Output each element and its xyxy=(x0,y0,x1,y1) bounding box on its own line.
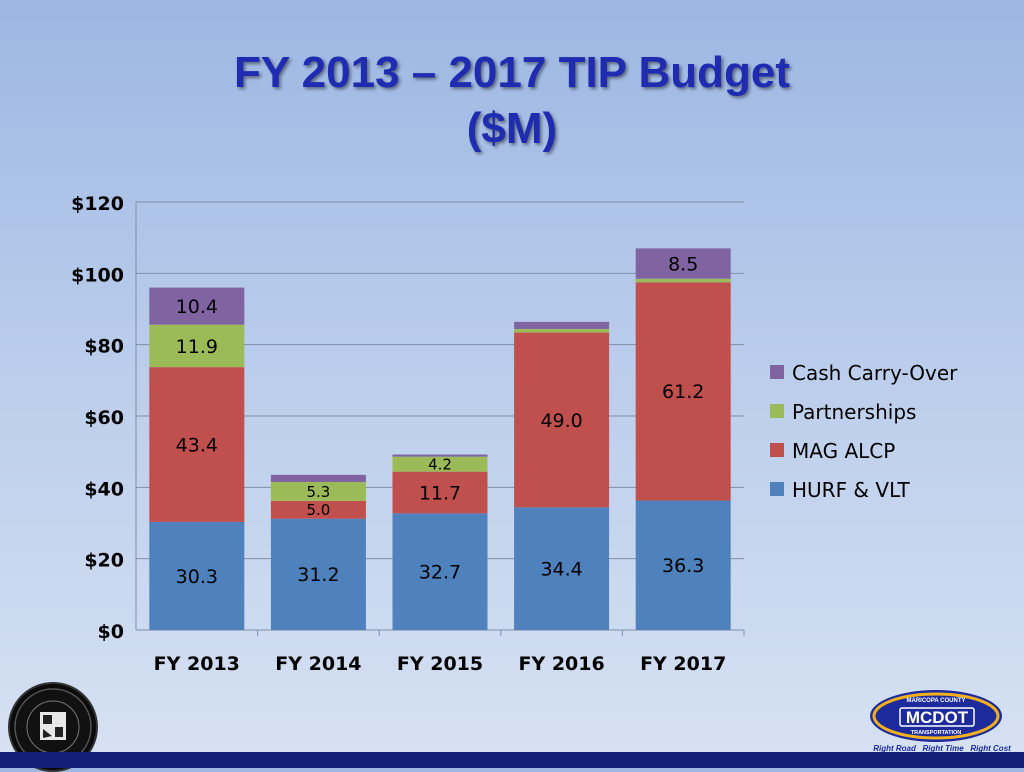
legend-label: Partnerships xyxy=(792,400,916,424)
slide-title-line2: ($M) xyxy=(466,104,558,153)
logo-main-text: MCDOT xyxy=(906,708,969,727)
bar-segment xyxy=(514,507,610,630)
logo-sub-text: TRANSPORTATION xyxy=(911,730,962,736)
bar-segment xyxy=(149,521,245,630)
data-label: 31.2 xyxy=(297,564,339,586)
bar-segment xyxy=(635,278,731,283)
y-tick-label: $80 xyxy=(84,336,124,358)
slide-title-line1: FY 2013 – 2017 TIP Budget xyxy=(234,48,790,97)
data-label: 5.0 xyxy=(306,501,330,519)
mcdot-logo: MARICOPA COUNTY MCDOT TRANSPORTATION Rig… xyxy=(866,688,1016,754)
bar-segment xyxy=(392,471,488,514)
data-label: 5.3 xyxy=(306,483,330,501)
bar-segment xyxy=(392,454,488,457)
y-tick-label: $0 xyxy=(98,621,124,643)
data-label: 34.4 xyxy=(540,558,582,580)
data-label: 10.4 xyxy=(176,296,218,318)
bar-segment xyxy=(514,332,610,508)
data-label: 4.2 xyxy=(428,456,452,474)
legend-swatch xyxy=(770,482,784,496)
data-label: 49.0 xyxy=(540,410,582,432)
x-tick-label: FY 2013 xyxy=(154,653,240,675)
bar-segment xyxy=(149,287,245,325)
y-tick-label: $20 xyxy=(84,550,124,572)
data-label: 30.3 xyxy=(176,566,218,588)
bar-segment xyxy=(514,328,610,333)
x-tick-label: FY 2014 xyxy=(275,653,361,675)
bar-segment xyxy=(635,500,731,630)
bar-segment xyxy=(149,324,245,368)
y-tick-label: $60 xyxy=(84,407,124,429)
bar-segment xyxy=(270,518,366,630)
legend-swatch xyxy=(770,443,784,457)
data-label: 43.4 xyxy=(176,434,218,456)
bar-segment xyxy=(514,321,610,329)
bar-segment xyxy=(635,248,731,279)
data-label: 8.5 xyxy=(668,253,698,275)
bar-segment xyxy=(392,456,488,472)
data-label: 11.7 xyxy=(419,482,461,504)
data-label: 61.2 xyxy=(662,381,704,403)
data-label: 11.9 xyxy=(176,336,218,358)
legend-swatch xyxy=(770,404,784,418)
bar-segment xyxy=(635,282,731,501)
y-tick-label: $100 xyxy=(71,264,124,286)
logo-tagline: Right Road Right Time Right Cost xyxy=(873,744,1011,753)
bar-segment xyxy=(270,474,366,482)
legend-label: MAG ALCP xyxy=(792,439,895,463)
legend-label: Cash Carry-Over xyxy=(792,361,958,385)
x-tick-label: FY 2017 xyxy=(640,653,726,675)
y-tick-label: $40 xyxy=(84,478,124,500)
bar-segment xyxy=(149,367,245,522)
footer-bar xyxy=(0,752,1024,768)
bar-segment xyxy=(270,500,366,519)
bar-segment xyxy=(392,513,488,630)
legend-label: HURF & VLT xyxy=(792,478,910,502)
logo-top-text: MARICOPA COUNTY xyxy=(907,698,966,704)
data-label: 32.7 xyxy=(419,562,461,584)
stacked-bar-chart: $0 $20 $40 $60 $80 $100 $120 FY 2013 FY 2014 FY 2… xyxy=(71,193,958,675)
legend-swatch xyxy=(770,365,784,379)
y-tick-label: $120 xyxy=(71,193,124,215)
bar-segment xyxy=(270,481,366,501)
data-label: 36.3 xyxy=(662,555,704,577)
x-tick-label: FY 2015 xyxy=(397,653,483,675)
x-tick-label: FY 2016 xyxy=(518,653,604,675)
